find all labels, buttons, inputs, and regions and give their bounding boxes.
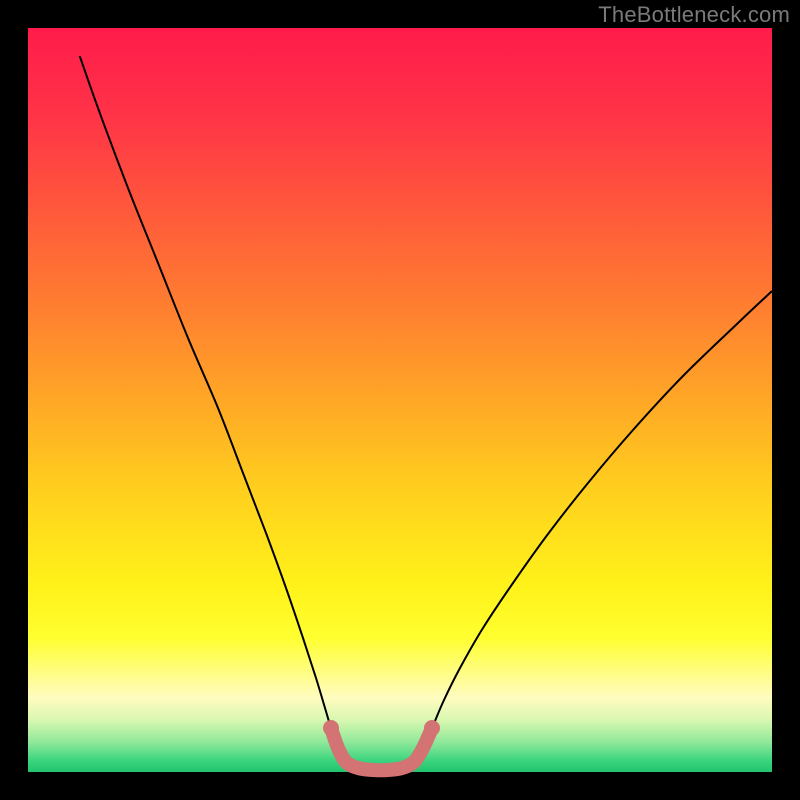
highlight-marker	[417, 742, 430, 755]
highlight-marker	[408, 756, 421, 769]
watermark-text: TheBottleneck.com	[598, 2, 790, 28]
chart-canvas: TheBottleneck.com	[0, 0, 800, 800]
highlight-marker	[382, 764, 395, 777]
highlight-marker	[424, 720, 440, 736]
highlight-marker	[340, 756, 353, 769]
highlight-marker	[332, 742, 345, 755]
highlight-marker	[367, 764, 380, 777]
highlight-marker	[396, 762, 409, 775]
highlight-marker	[323, 720, 339, 736]
highlight-marker	[352, 762, 365, 775]
chart-svg	[0, 0, 800, 800]
